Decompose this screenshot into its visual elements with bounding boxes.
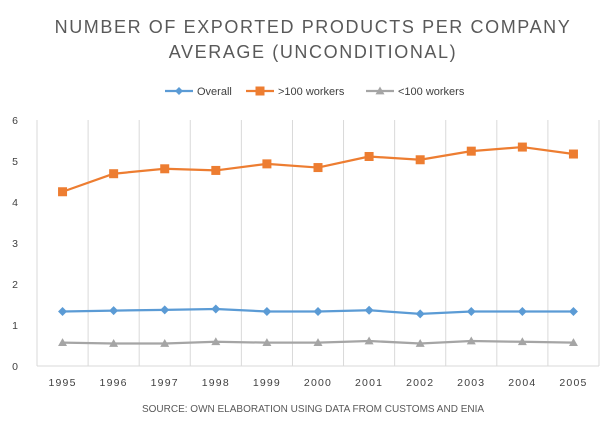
- series-layer: [58, 142, 578, 347]
- legend-label: <100 workers: [398, 86, 465, 98]
- y-tick-label: 3: [12, 238, 18, 250]
- y-tick-label: 2: [12, 279, 18, 291]
- data-point: [313, 338, 323, 347]
- data-point: [415, 338, 425, 347]
- y-tick-label: 0: [12, 361, 18, 373]
- data-point: [568, 149, 578, 159]
- chart-legend: Overall >100 workers <100 workers: [165, 86, 465, 98]
- data-point: [211, 165, 221, 175]
- legend-label: >100 workers: [278, 86, 345, 98]
- data-point: [517, 142, 527, 152]
- x-tick-label: 1996: [100, 377, 128, 389]
- data-point: [160, 164, 170, 174]
- y-axis: 0 1 2 3 4 5 6: [12, 115, 18, 373]
- data-point: [262, 159, 272, 169]
- data-point: [109, 306, 119, 316]
- data-point: [466, 306, 476, 316]
- data-point: [415, 155, 425, 165]
- legend-label: Overall: [197, 86, 232, 98]
- data-point: [364, 305, 374, 315]
- data-point: [517, 337, 527, 346]
- data-point: [466, 336, 476, 345]
- data-point: [160, 305, 170, 315]
- data-point: [262, 306, 272, 316]
- data-point: [313, 306, 323, 316]
- x-tick-label: 2005: [559, 377, 587, 389]
- data-point: [109, 338, 119, 347]
- legend-item: >100 workers: [246, 86, 345, 98]
- x-tick-label: 2001: [355, 377, 383, 389]
- chart-title-line-2: AVERAGE (UNCONDITIONAL): [169, 42, 458, 62]
- series-group: [58, 336, 578, 347]
- data-point: [466, 146, 476, 156]
- legend-item: <100 workers: [366, 86, 465, 98]
- chart-source-note: SOURCE: OWN ELABORATION USING DATA FROM …: [142, 404, 484, 415]
- grid-lines: [36, 120, 600, 367]
- data-point: [568, 306, 578, 316]
- data-point: [313, 163, 323, 173]
- y-tick-label: 6: [12, 115, 18, 127]
- data-point: [415, 309, 425, 319]
- x-tick-label: 1997: [151, 377, 179, 389]
- x-tick-label: 1998: [202, 377, 230, 389]
- x-tick-label: 2002: [406, 377, 434, 389]
- data-point: [160, 338, 170, 347]
- data-point: [109, 169, 119, 179]
- legend-marker: [255, 86, 265, 96]
- y-tick-label: 5: [12, 156, 18, 168]
- data-point: [517, 306, 527, 316]
- y-tick-label: 4: [12, 197, 18, 209]
- x-tick-label: 1999: [253, 377, 281, 389]
- data-point: [568, 338, 578, 347]
- series-group: [58, 142, 578, 197]
- legend-marker: [375, 86, 385, 95]
- legend-marker: [175, 87, 183, 95]
- legend-item: Overall: [165, 86, 232, 98]
- data-point: [262, 338, 272, 347]
- x-tick-label: 2004: [508, 377, 536, 389]
- chart-title-line-1: NUMBER OF EXPORTED PRODUCTS PER COMPANY: [55, 17, 572, 37]
- data-point: [364, 336, 374, 345]
- x-tick-label: 2000: [304, 377, 332, 389]
- series-group: [58, 304, 578, 319]
- data-point: [58, 306, 68, 316]
- data-point: [211, 337, 221, 346]
- data-point: [364, 151, 374, 161]
- x-tick-label: 1995: [48, 377, 76, 389]
- data-point: [58, 187, 68, 197]
- x-tick-label: 2003: [457, 377, 485, 389]
- x-axis: 1995 1996 1997 1998 1999 2000 2001 2002 2003 2004…: [48, 377, 587, 389]
- data-point: [58, 338, 68, 347]
- data-point: [211, 304, 221, 314]
- y-tick-label: 1: [12, 320, 18, 332]
